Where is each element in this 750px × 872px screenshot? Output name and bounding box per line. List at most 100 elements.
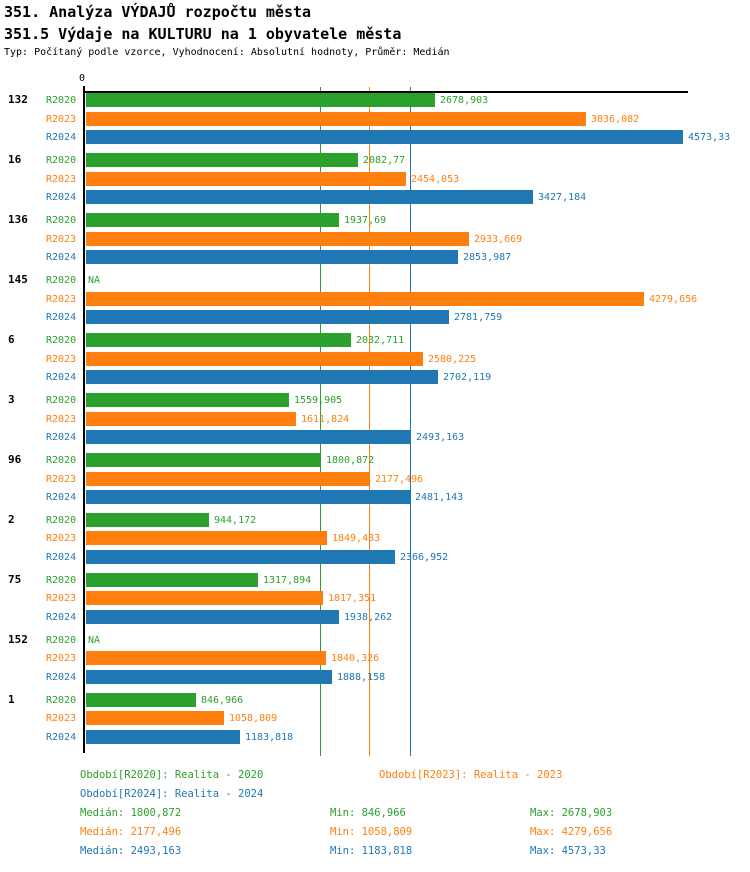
bar-group: 2 R2020 944,172 R2023 1849,483 R2024 2366,952 [0, 512, 750, 565]
y-axis-line [83, 86, 85, 753]
na-value-label: NA [88, 274, 101, 286]
series-label: R2020 [46, 634, 77, 646]
value-label: 1888,158 [337, 672, 386, 684]
group-label: 152 [8, 632, 28, 646]
median-line-r2023 [369, 87, 370, 756]
value-label: 1849,483 [332, 533, 381, 545]
bar-r2020 [86, 692, 196, 707]
series-label: R2024 [46, 492, 77, 504]
bar-row: 136 R2020 1937,69 [0, 212, 750, 227]
bar-r2024 [86, 310, 449, 325]
group-label: 2 [8, 512, 15, 526]
bar-r2023 [86, 591, 323, 606]
bar-r2020 [86, 212, 339, 227]
bar-r2024 [86, 490, 410, 505]
bar-row: R2023 1840,326 [0, 651, 750, 666]
legend-item-r2023: Období[R2023]: Realita - 2023 [379, 769, 563, 781]
bar-r2023 [86, 411, 296, 426]
bar-r2023 [86, 351, 423, 366]
series-label: R2024 [46, 192, 77, 204]
value-label: 2580,225 [428, 353, 477, 365]
bar-r2023 [86, 651, 326, 666]
value-label: 2366,952 [400, 552, 449, 564]
group-label: 3 [8, 392, 15, 406]
bar-row: 2 R2020 944,172 [0, 512, 750, 527]
series-label: R2023 [46, 653, 77, 665]
bar-row: R2023 1611,824 [0, 411, 750, 426]
bar-row: 132 R2020 2678,903 [0, 93, 750, 107]
series-label: R2024 [46, 372, 77, 384]
bar-r2023 [86, 711, 224, 726]
value-label: 1840,326 [331, 653, 380, 665]
bar-row: R2024 2366,952 [0, 550, 750, 565]
bar-row: 75 R2020 1317,894 [0, 572, 750, 587]
bar-row: R2024 1938,262 [0, 610, 750, 625]
na-value-label: NA [88, 634, 101, 646]
bar-row: R2024 2481,143 [0, 490, 750, 505]
series-label: R2020 [46, 274, 77, 286]
series-label: R2024 [46, 672, 77, 684]
bar-r2020 [86, 332, 351, 347]
bar-r2020 [86, 572, 258, 587]
bar-row: R2024 2853,987 [0, 250, 750, 265]
bar-r2020 [86, 152, 358, 167]
stat-max-r2023: Max: 4279,656 [530, 826, 613, 838]
x-axis-origin-label: 0 [79, 73, 86, 84]
stat-min-r2023: Min: 1058,809 [330, 826, 413, 838]
bar-row: 152 R2020 NA [0, 633, 750, 647]
bar-group: 132 R2020 2678,903 R2023 3836,082 R2024 4573,3… [0, 93, 750, 145]
value-label: 2933,669 [474, 233, 523, 245]
bar-group: 16 R2020 2082,77 R2023 2454,053 R2024 3427,184 [0, 152, 750, 205]
series-label: R2023 [46, 413, 77, 425]
bar-row: R2023 3836,082 [0, 111, 750, 126]
series-label: R2023 [46, 713, 77, 725]
bar-row: R2024 2493,163 [0, 430, 750, 445]
value-label: 1817,351 [328, 593, 377, 605]
series-label: R2020 [46, 154, 77, 166]
bar-row: R2023 2580,225 [0, 351, 750, 366]
bar-r2024 [86, 730, 240, 745]
value-label: 3427,184 [538, 192, 587, 204]
series-label: R2024 [46, 552, 77, 564]
group-label: 96 [8, 452, 22, 466]
bar-group: 152 R2020 NA R2023 1840,326 R2024 1888,158 [0, 633, 750, 685]
series-label: R2023 [46, 113, 77, 125]
bar-group: 3 R2020 1559,905 R2023 1611,824 R2024 2493,163 [0, 392, 750, 445]
group-label: 132 [8, 93, 28, 106]
bar-row: 3 R2020 1559,905 [0, 392, 750, 407]
x-axis-line [83, 91, 688, 93]
legend-item-r2020: Období[R2020]: Realita - 2020 [80, 769, 264, 781]
bar-row: R2024 2702,119 [0, 370, 750, 385]
legend-item-r2024: Období[R2024]: Realita - 2024 [80, 788, 264, 800]
bar-r2023 [86, 531, 327, 546]
bar-group: 6 R2020 2032,711 R2023 2580,225 R2024 2702,119 [0, 332, 750, 385]
bar-r2023 [86, 291, 644, 306]
value-label: 1317,894 [263, 574, 312, 586]
bar-group: 136 R2020 1937,69 R2023 2933,669 R2024 2853,98… [0, 212, 750, 265]
bar-row: 96 R2020 1800,872 [0, 452, 750, 467]
chart-meta: Typ: Počítaný podle vzorce, Vyhodnocení:… [4, 47, 450, 58]
stat-max-r2024: Max: 4573,33 [530, 845, 606, 857]
stat-median-r2023: Medián: 2177,496 [80, 826, 182, 838]
bar-r2020 [86, 93, 435, 107]
stat-median-r2020: Medián: 1800,872 [80, 807, 182, 819]
bar-row: 1 R2020 846,966 [0, 692, 750, 707]
bar-row: R2023 1849,483 [0, 531, 750, 546]
stat-median-r2024: Medián: 2493,163 [80, 845, 182, 857]
series-label: R2024 [46, 312, 77, 324]
value-label: 2481,143 [415, 492, 464, 504]
bar-row: 16 R2020 2082,77 [0, 152, 750, 167]
bar-r2024 [86, 430, 411, 445]
bar-row: 6 R2020 2032,711 [0, 332, 750, 347]
series-label: R2023 [46, 533, 77, 545]
value-label: 1611,824 [301, 413, 350, 425]
series-label: R2023 [46, 473, 77, 485]
value-label: 1800,872 [326, 454, 375, 466]
stat-min-r2024: Min: 1183,818 [330, 845, 413, 857]
bar-row: R2023 1817,351 [0, 591, 750, 606]
value-label: 3836,082 [591, 113, 640, 125]
bar-r2024 [86, 550, 395, 565]
bar-r2024 [86, 610, 339, 625]
stat-max-r2020: Max: 2678,903 [530, 807, 613, 819]
series-label: R2023 [46, 293, 77, 305]
